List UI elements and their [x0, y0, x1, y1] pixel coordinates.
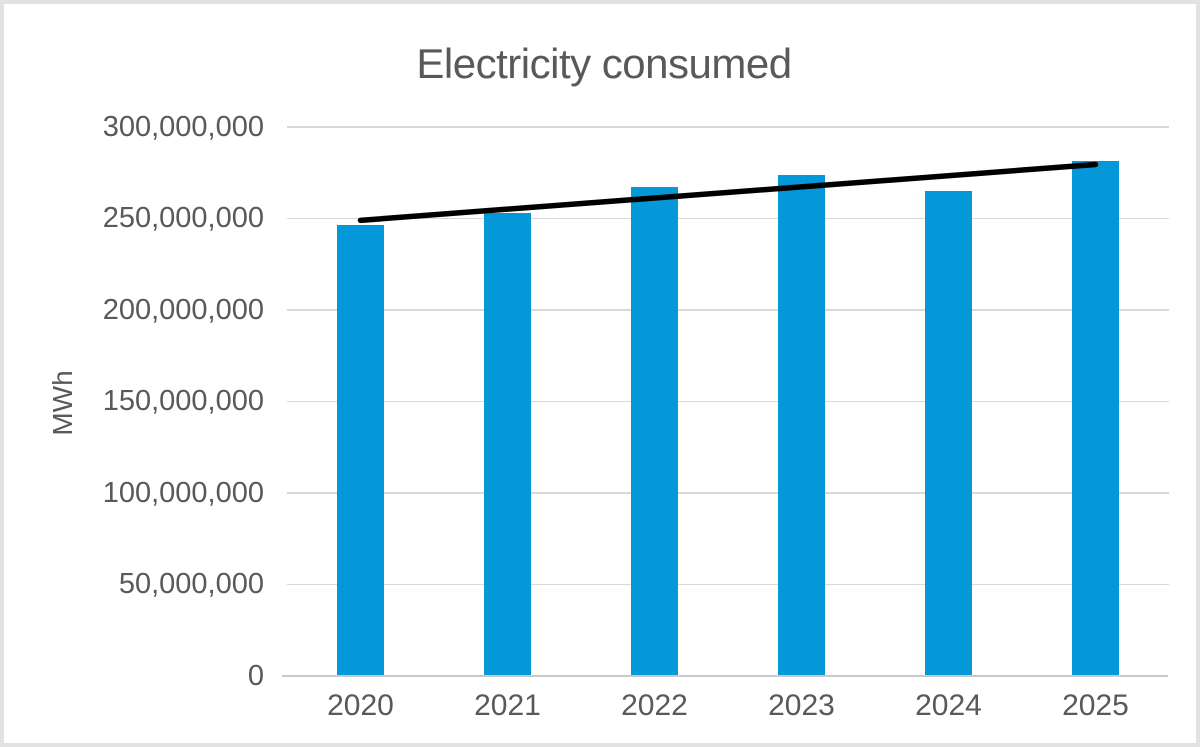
bar-2024 — [925, 191, 972, 676]
x-tick-label-2025: 2025 — [1062, 689, 1129, 722]
x-tick-label-2023: 2023 — [768, 689, 835, 722]
y-tick-label: 300,000,000 — [102, 110, 264, 143]
bar-2025 — [1072, 160, 1119, 676]
y-tick-label: 100,000,000 — [102, 476, 264, 509]
gridline — [287, 583, 1169, 586]
x-tick-label-2020: 2020 — [327, 689, 394, 722]
y-tick-label: 50,000,000 — [118, 568, 264, 600]
bar-2023 — [778, 174, 825, 676]
x-tick-label-2024: 2024 — [915, 689, 982, 722]
gridline — [287, 309, 1169, 311]
gridline — [287, 217, 1169, 220]
y-tick-label: 0 — [247, 659, 264, 692]
gridline — [287, 492, 1169, 494]
y-tick-label: 250,000,000 — [102, 202, 264, 234]
x-axis-line — [282, 675, 1168, 677]
bar-2021 — [484, 213, 531, 676]
y-tick-label: 150,000,000 — [102, 385, 264, 417]
bar-2022 — [631, 187, 678, 676]
chart-title: Electricity consumed — [416, 40, 792, 87]
plot-area — [287, 126, 1169, 676]
gridline — [287, 400, 1169, 403]
x-tick-label-2021: 2021 — [474, 689, 541, 722]
bar-2020 — [337, 224, 384, 676]
trendline — [357, 161, 1099, 224]
x-tick-label-2022: 2022 — [621, 689, 688, 722]
y-tick-label: 200,000,000 — [102, 293, 264, 326]
gridline — [287, 126, 1169, 128]
